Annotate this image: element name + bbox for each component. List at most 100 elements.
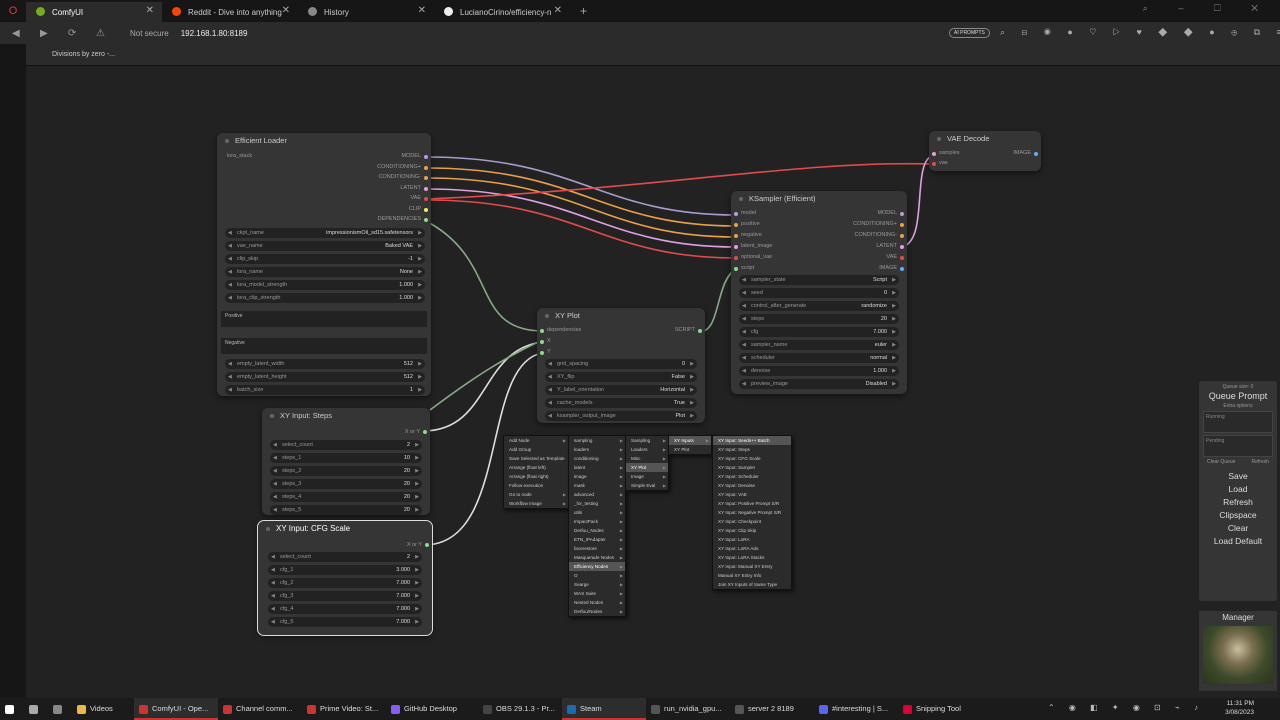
menu-item[interactable]: XY Input: Clip Skip [718, 528, 757, 533]
clear-queue-button[interactable]: Clear Queue [1207, 459, 1236, 465]
node-widget[interactable]: ksampler_output_image Plot [545, 411, 697, 421]
efficient-loader-title[interactable]: Efficient Loader [217, 133, 431, 149]
ksampler-output-socket[interactable]: LATENT [876, 243, 897, 249]
node-widget[interactable]: steps_2 20 [270, 466, 422, 476]
browser-tab[interactable]: LucianoCirino/efficiency-n ✕ [434, 2, 570, 22]
xy-input-cfg-node[interactable]: XY Input: CFG Scale X or Y select_count 2… [257, 520, 433, 636]
menu-item[interactable]: Nested Nodes [569, 598, 625, 607]
forward-icon[interactable]: ▶ [40, 27, 48, 39]
menu-item[interactable]: conditioning [569, 454, 625, 463]
menu-item[interactable]: Efficiency Nodes [569, 562, 625, 571]
node-widget[interactable]: ckpt_name impressionismOil_sd15.safetenso… [225, 228, 425, 238]
menu-item[interactable]: Manual XY Entry Info [718, 573, 762, 578]
xy-plot-input-socket[interactable]: X [547, 338, 551, 344]
script-output-socket[interactable]: SCRIPT [674, 327, 695, 333]
menu-item[interactable]: Image [626, 472, 668, 481]
menu-item[interactable]: O [569, 571, 625, 580]
menu-item[interactable]: Join XY Inputs of Same Type [718, 582, 778, 587]
xy-plot-title[interactable]: XY Plot [537, 308, 705, 324]
menu-item[interactable]: XY Input: Denoise [718, 483, 755, 488]
tab-close-icon[interactable]: ✕ [417, 5, 426, 16]
menu-item[interactable]: image [569, 472, 625, 481]
taskbar-app[interactable]: server 2 8189 [730, 698, 814, 720]
windows-start-icon[interactable] [0, 698, 24, 720]
browser-tab[interactable]: Reddit - Dive into anything ✕ [162, 2, 298, 22]
browser-tab[interactable]: ComfyUI ✕ [26, 2, 162, 22]
node-widget[interactable]: lora_clip_strength 1.000 [225, 293, 425, 303]
loader-output-socket[interactable]: DEPENDENCIES [377, 216, 421, 222]
menu-item[interactable]: XY Input: Steps [718, 447, 750, 452]
back-icon[interactable]: ◀ [12, 27, 20, 39]
node-widget[interactable]: steps_3 20 [270, 479, 422, 489]
xy-plot-input-socket[interactable]: Y [547, 349, 551, 355]
cfg-x-or-y-output[interactable]: X or Y [406, 542, 422, 548]
menu-item[interactable]: advanced [569, 490, 625, 499]
menu-item[interactable]: WAS Suite [569, 589, 625, 598]
menu-item[interactable]: XY Input: Seeds++ Batch [713, 436, 791, 445]
menu-item[interactable]: XY Input: LoRA Stacks [718, 555, 765, 560]
queue-panel-button[interactable]: Load Default [1213, 536, 1263, 546]
xy-plot-input-socket[interactable]: dependencies [547, 327, 582, 333]
samples-input[interactable]: samples [939, 150, 960, 156]
node-widget[interactable]: steps_1 10 [270, 453, 422, 463]
menu-item[interactable]: XY Plot [626, 463, 668, 472]
extra-options-checkbox[interactable]: Extra options [1223, 403, 1253, 409]
node-widget[interactable]: clip_skip -1 [225, 254, 425, 264]
xy-steps-title[interactable]: XY Input: Steps [262, 408, 430, 424]
node-widget[interactable]: vae_name Baked VAE [225, 241, 425, 251]
menu-item[interactable]: Loaders [626, 445, 668, 454]
taskbar-app[interactable]: Steam [562, 698, 646, 720]
queue-panel-button[interactable]: Save [1228, 471, 1248, 481]
taskbar-app[interactable]: GitHub Desktop [386, 698, 478, 720]
menu-item[interactable]: Go to node [504, 490, 568, 499]
menu-item[interactable]: Follow execution [509, 483, 544, 488]
menu-item[interactable]: XY Input: Sampler [718, 465, 756, 470]
menu-item[interactable]: XY Input: CFG Scale [718, 456, 761, 461]
menu-item[interactable]: Searge [569, 580, 625, 589]
menu-item[interactable]: Derfuu_Nodes [569, 526, 625, 535]
xy-cfg-title[interactable]: XY Input: CFG Scale [258, 521, 432, 537]
ksampler-input-socket[interactable]: negative [741, 232, 762, 238]
node-widget[interactable]: cfg_2 7.000 [268, 578, 422, 588]
ksampler-input-socket[interactable]: script [741, 265, 755, 271]
menu-item[interactable]: mask [569, 481, 625, 490]
ksampler-output-socket[interactable]: MODEL [877, 210, 897, 216]
queue-panel-button[interactable]: Clear [1227, 523, 1249, 533]
tab-close-icon[interactable]: ✕ [553, 5, 562, 16]
node-widget[interactable]: grid_spacing 0 [545, 359, 697, 369]
node-widget[interactable]: Y_label_orientation Horizontal [545, 385, 697, 395]
node-widget[interactable]: cfg 7.000 [739, 327, 899, 337]
node-widget[interactable]: preview_image Disabled [739, 379, 899, 389]
menu-item[interactable]: _for_testing [569, 499, 625, 508]
browser-tab[interactable]: History ✕ [298, 2, 434, 22]
loader-output-socket[interactable]: CLIP [408, 205, 421, 212]
loader-output-socket[interactable]: CONDITIONING- [378, 174, 421, 180]
node-widget[interactable]: select_count 2 [270, 440, 422, 450]
ksampler-output-socket[interactable]: IMAGE [879, 265, 897, 271]
window-controls[interactable]: ⌕ – ☐ ✕ [1142, 3, 1272, 13]
extension-icons[interactable]: ⌕ ⊟ ◉ ● ♡ ▷ ♥ ◆ ◆ ● ⊕ ⧉ ≡ ⬇ [1000, 27, 1280, 37]
ai-prompts-button[interactable]: AI PROMPTS [949, 28, 990, 38]
queue-prompt-button[interactable]: Queue Prompt [1208, 391, 1268, 401]
menu-item[interactable]: ImpactPack [569, 517, 625, 526]
url-field[interactable]: 192.168.1.80:8189 [180, 28, 248, 38]
menu-item[interactable]: ETN_IPAdapter [569, 535, 625, 544]
menu-item[interactable]: Sampling [626, 436, 668, 445]
lora-stack-input[interactable]: lora_stack [227, 153, 253, 159]
menu-item[interactable]: Add Node [504, 436, 568, 445]
refresh-queue-button[interactable]: Refresh [1251, 459, 1269, 465]
menu-item[interactable]: facerestore [569, 544, 625, 553]
node-widget[interactable]: seed 0 [739, 288, 899, 298]
positive-prompt-field[interactable]: Positive [221, 311, 427, 327]
search-icon[interactable] [24, 698, 48, 720]
queue-panel-button[interactable]: Refresh [1223, 497, 1253, 507]
taskbar-app[interactable]: run_nvidia_gpu... [646, 698, 730, 720]
node-widget[interactable]: lora_name None [225, 267, 425, 277]
menu-item[interactable]: XY Input: Scheduler [718, 474, 759, 479]
menu-item[interactable]: Add Group [509, 447, 532, 452]
menu-item[interactable]: Misc [626, 454, 668, 463]
node-widget[interactable]: cfg_4 7.000 [268, 604, 422, 614]
xy-input-steps-node[interactable]: XY Input: Steps X or Y select_count 2 step… [262, 408, 430, 515]
taskbar-app[interactable]: Snipping Tool [898, 698, 982, 720]
node-widget[interactable]: cfg_5 7.000 [268, 617, 422, 627]
